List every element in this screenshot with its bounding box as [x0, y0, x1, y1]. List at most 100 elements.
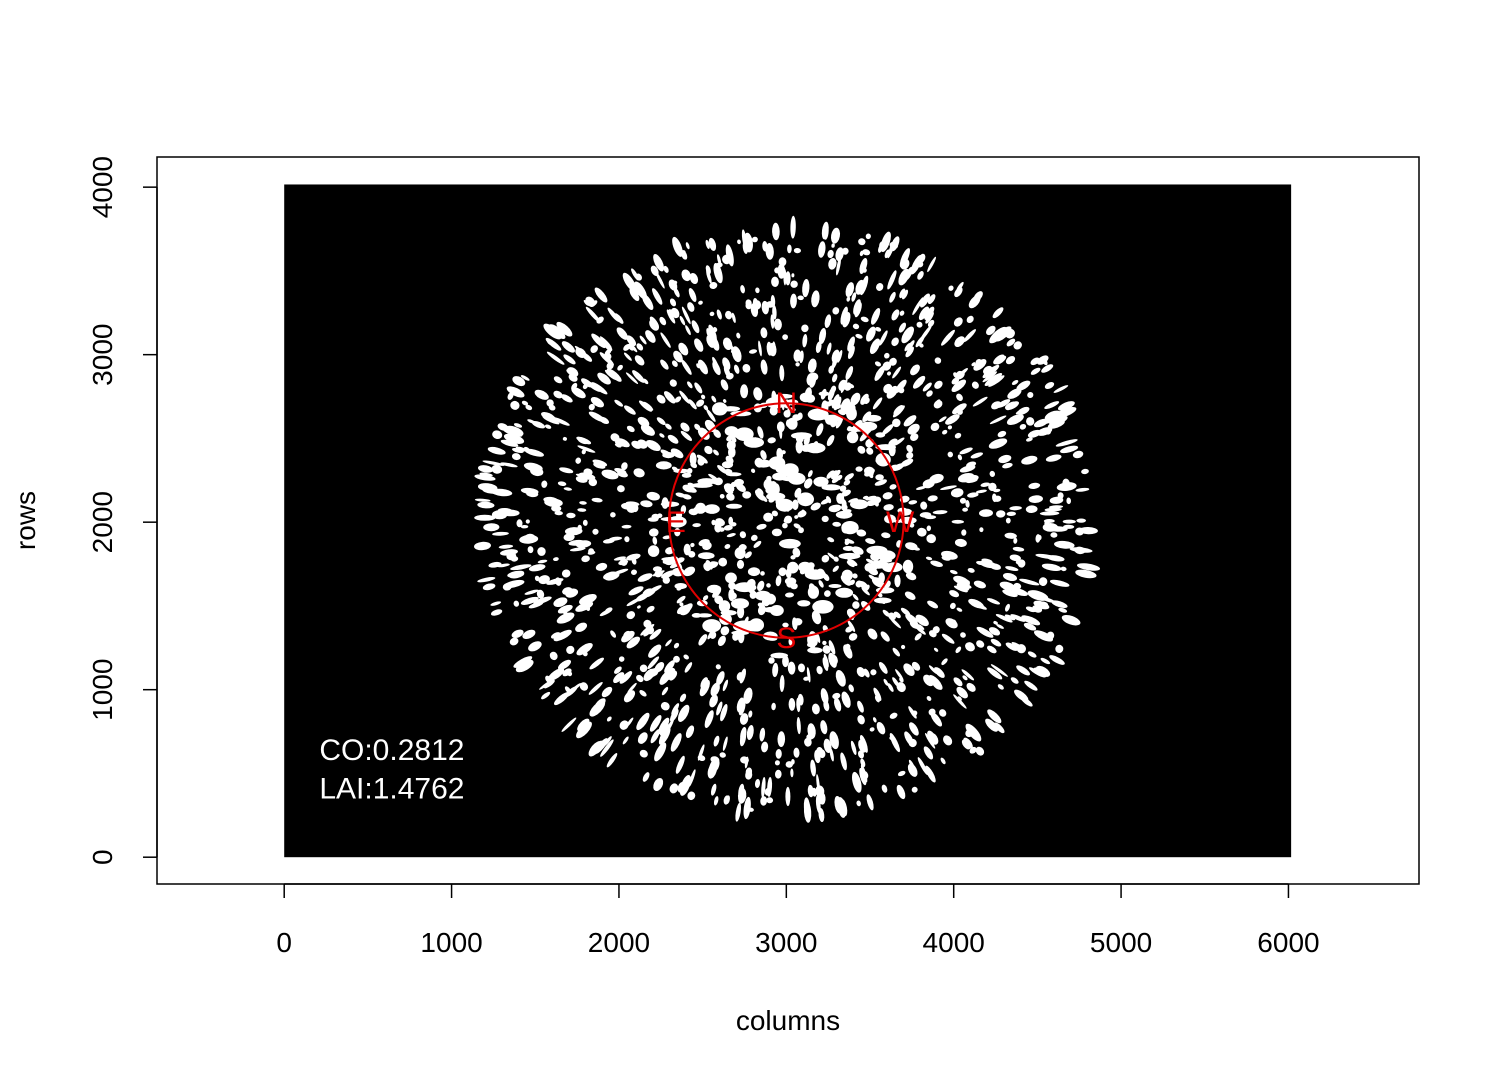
- canopy-gap: [847, 345, 855, 360]
- canopy-gap: [544, 498, 563, 507]
- canopy-gap: [757, 580, 765, 592]
- canopy-gap: [758, 340, 762, 357]
- canopy-gap: [521, 400, 529, 406]
- canopy-gap: [822, 657, 829, 671]
- canopy-gap: [911, 661, 921, 671]
- canopy-gap: [876, 479, 887, 486]
- canopy-gap: [725, 795, 730, 805]
- canopy-gap: [874, 361, 882, 367]
- canopy-gap: [1074, 546, 1086, 555]
- canopy-gap: [966, 682, 976, 692]
- canopy-gap: [973, 580, 986, 589]
- canopy-gap: [927, 294, 936, 305]
- canopy-gap: [648, 644, 662, 658]
- canopy-gap: [622, 272, 637, 292]
- canopy-gap: [941, 633, 955, 644]
- canopy-gap: [987, 709, 1002, 724]
- canopy-gap: [827, 249, 834, 259]
- x-tick-label: 0: [276, 927, 292, 958]
- canopy-gap: [623, 690, 636, 703]
- canopy-gap: [713, 796, 719, 806]
- canopy-gap: [512, 376, 526, 387]
- canopy-gap: [642, 403, 647, 408]
- canopy-gap: [779, 538, 801, 549]
- canopy-gap: [862, 249, 871, 256]
- canopy-gap: [797, 492, 814, 507]
- canopy-gap: [538, 575, 550, 585]
- canopy-gap: [810, 502, 821, 511]
- canopy-gap: [709, 561, 718, 566]
- canopy-gap: [653, 777, 664, 792]
- canopy-gap: [748, 618, 765, 632]
- canopy-gap: [606, 368, 622, 382]
- canopy-gap: [624, 536, 630, 543]
- canopy-gap: [818, 580, 824, 588]
- canopy-gap: [778, 257, 787, 267]
- canopy-gap: [901, 326, 915, 344]
- canopy-gap: [742, 491, 752, 499]
- canopy-gap: [623, 352, 632, 361]
- canopy-gap: [491, 464, 503, 474]
- canopy-gap: [809, 372, 817, 388]
- canopy-gap: [782, 655, 789, 668]
- canopy-gap: [650, 668, 659, 676]
- canopy-gap: [835, 416, 844, 429]
- canopy-gap: [601, 469, 619, 480]
- canopy-gap: [774, 760, 780, 766]
- canopy-gap: [859, 275, 869, 296]
- canopy-gap: [631, 557, 637, 565]
- canopy-gap: [1054, 540, 1075, 549]
- canopy-gap: [911, 786, 918, 793]
- canopy-gap: [859, 250, 864, 257]
- canopy-gap: [562, 436, 567, 441]
- canopy-gap: [543, 679, 555, 689]
- canopy-gap: [896, 682, 906, 693]
- canopy-gap: [700, 394, 706, 400]
- canopy-gap: [661, 570, 675, 579]
- canopy-gap: [865, 233, 871, 240]
- canopy-gap: [624, 405, 636, 415]
- canopy-gap: [603, 342, 613, 352]
- canopy-gap: [785, 592, 794, 598]
- canopy-gap: [571, 683, 582, 692]
- canopy-gap: [899, 310, 905, 316]
- canopy-gap: [1007, 388, 1022, 399]
- canopy-gap: [834, 796, 843, 814]
- canopy-gap: [829, 747, 834, 762]
- canopy-gap: [887, 237, 896, 259]
- canopy-gap: [647, 545, 660, 557]
- canopy-gap: [934, 667, 945, 678]
- compass-label-n: N: [775, 387, 797, 420]
- canopy-gap: [794, 515, 799, 519]
- canopy-gap: [1019, 424, 1027, 430]
- canopy-gap: [655, 271, 665, 289]
- canopy-gap: [815, 341, 822, 354]
- canopy-gap: [850, 392, 861, 406]
- canopy-gap: [835, 587, 854, 598]
- canopy-gap: [589, 700, 606, 717]
- canopy-gap: [790, 215, 796, 239]
- canopy-gap: [836, 256, 841, 276]
- canopy-gap: [1076, 518, 1086, 523]
- canopy-gap: [616, 327, 628, 340]
- canopy-gap: [610, 630, 617, 638]
- canopy-gap: [670, 733, 682, 752]
- canopy-gap: [720, 626, 730, 636]
- canopy-gap: [787, 661, 796, 675]
- canopy-gap: [788, 698, 796, 711]
- canopy-gap: [592, 528, 599, 535]
- canopy-gap: [874, 597, 892, 604]
- canopy-gap: [949, 570, 958, 575]
- canopy-gap: [811, 290, 820, 308]
- canopy-gap: [575, 457, 582, 464]
- canopy-gap: [833, 697, 842, 712]
- canopy-gap: [635, 273, 642, 281]
- canopy-gap: [766, 583, 771, 588]
- canopy-gap: [997, 430, 1007, 438]
- canopy-gap: [697, 457, 705, 466]
- canopy-gap: [1075, 569, 1097, 579]
- canopy-gap: [786, 580, 794, 588]
- canopy-gap: [947, 451, 954, 458]
- canopy-gap: [927, 256, 937, 273]
- canopy-gap: [993, 621, 998, 625]
